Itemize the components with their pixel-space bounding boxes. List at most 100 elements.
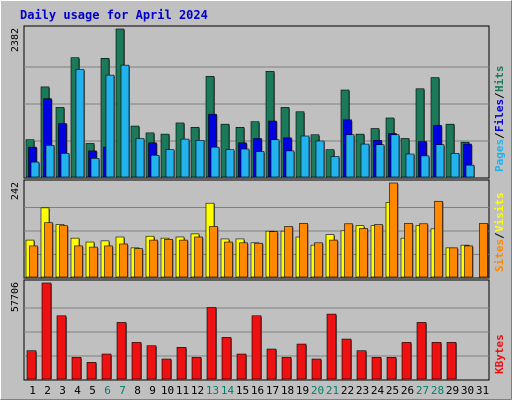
- x-tick-day-1: 1: [29, 384, 36, 397]
- bar-kbytes-day-15: [236, 353, 247, 380]
- x-tick-day-9: 9: [149, 384, 156, 397]
- x-tick-day-22: 22: [341, 384, 354, 397]
- x-tick-day-4: 4: [74, 384, 81, 397]
- legend-files: Files: [493, 99, 506, 132]
- bar-sites-day-29: [449, 247, 459, 278]
- bar-pages-day-1: [30, 161, 40, 178]
- x-tick-day-8: 8: [134, 384, 141, 397]
- bar-kbytes-day-5: [86, 362, 97, 380]
- bar-sites-day-17: [269, 231, 279, 278]
- bar-pages-day-7: [120, 64, 130, 178]
- bar-sites-day-11: [179, 239, 189, 278]
- bar-sites-day-2: [44, 222, 54, 278]
- x-tick-day-5: 5: [89, 384, 96, 397]
- bar-sites-day-16: [254, 242, 264, 278]
- bar-kbytes-day-11: [176, 347, 187, 380]
- bar-pages-day-11: [180, 138, 190, 178]
- bar-kbytes-day-29: [446, 342, 457, 380]
- x-tick-day-11: 11: [176, 384, 189, 397]
- x-tick-day-13: 13: [206, 384, 219, 397]
- bar-pages-day-16: [255, 151, 265, 178]
- bar-kbytes-day-6: [101, 353, 112, 380]
- bar-kbytes-day-10: [161, 358, 172, 380]
- bar-sites-day-14: [224, 241, 234, 278]
- bar-kbytes-day-14: [221, 337, 232, 380]
- legend-pages: Pages: [493, 139, 506, 172]
- bar-kbytes-day-7: [116, 322, 127, 380]
- x-tick-day-3: 3: [59, 384, 66, 397]
- x-tick-day-10: 10: [161, 384, 174, 397]
- bar-pages-day-30: [465, 164, 475, 178]
- bar-sites-day-23: [359, 228, 369, 278]
- bar-kbytes-day-20: [311, 358, 322, 380]
- bar-kbytes-day-27: [416, 322, 427, 380]
- bar-pages-day-28: [435, 144, 445, 178]
- bar-pages-day-10: [165, 149, 175, 178]
- bar-pages-day-18: [285, 150, 295, 178]
- x-tick-day-24: 24: [371, 384, 385, 397]
- y-max-label: 57706: [10, 282, 21, 312]
- bar-pages-day-25: [390, 134, 400, 178]
- x-tick-day-25: 25: [386, 384, 399, 397]
- bar-kbytes-day-28: [431, 342, 442, 380]
- bar-sites-day-31: [479, 223, 489, 278]
- x-tick-day-14: 14: [221, 384, 235, 397]
- bar-sites-day-10: [164, 239, 174, 278]
- bar-pages-day-4: [75, 69, 85, 178]
- bar-kbytes-day-17: [266, 348, 277, 380]
- bar-pages-day-17: [270, 139, 280, 178]
- bar-hits-day-29: [445, 123, 455, 178]
- legend-separator: /: [493, 232, 506, 239]
- bar-sites-day-8: [134, 248, 144, 278]
- bar-pages-day-13: [210, 146, 220, 178]
- x-tick-day-17: 17: [266, 384, 279, 397]
- bar-pages-day-8: [135, 138, 145, 178]
- bar-sites-day-9: [149, 239, 159, 278]
- legend-visits: Visits: [493, 192, 506, 232]
- bar-sites-day-21: [329, 239, 339, 278]
- bar-kbytes-day-16: [251, 315, 262, 380]
- bar-kbytes-day-25: [386, 357, 397, 380]
- bar-kbytes-day-24: [371, 357, 382, 380]
- bar-pages-day-19: [300, 135, 310, 178]
- bar-pages-day-26: [405, 153, 415, 178]
- bar-sites-day-7: [119, 243, 129, 278]
- bar-sites-day-26: [404, 223, 414, 278]
- bar-kbytes-day-19: [296, 343, 307, 380]
- bar-sites-day-13: [209, 226, 219, 278]
- x-tick-day-28: 28: [431, 384, 444, 397]
- x-tick-day-29: 29: [446, 384, 459, 397]
- y-max-label: 2382: [10, 28, 21, 52]
- x-tick-day-16: 16: [251, 384, 264, 397]
- bar-kbytes-day-26: [401, 342, 412, 380]
- y-max-label: 242: [10, 182, 21, 200]
- bar-pages-day-24: [375, 144, 385, 178]
- bar-kbytes-day-1: [26, 350, 37, 380]
- bar-pages-day-21: [330, 156, 340, 178]
- bar-sites-day-20: [314, 242, 324, 278]
- x-tick-day-30: 30: [461, 384, 474, 397]
- bar-pages-day-5: [90, 158, 100, 178]
- bar-sites-day-5: [89, 246, 99, 278]
- x-tick-day-18: 18: [281, 384, 294, 397]
- bar-kbytes-day-13: [206, 307, 217, 380]
- bar-kbytes-day-22: [341, 338, 352, 380]
- bar-sites-day-30: [464, 245, 474, 278]
- bar-sites-day-28: [434, 200, 444, 278]
- bar-pages-day-27: [420, 155, 430, 178]
- x-tick-day-7: 7: [119, 384, 126, 397]
- bar-sites-day-25: [389, 182, 399, 278]
- x-tick-day-6: 6: [104, 384, 111, 397]
- bar-pages-day-23: [360, 143, 370, 178]
- bar-sites-day-1: [29, 245, 39, 278]
- bar-kbytes-day-23: [356, 350, 367, 380]
- x-tick-day-20: 20: [311, 384, 324, 397]
- x-tick-day-31: 31: [476, 384, 489, 397]
- bar-sites-day-3: [59, 225, 69, 278]
- bar-pages-day-20: [315, 140, 325, 178]
- bar-kbytes-day-8: [131, 342, 142, 380]
- bar-pages-day-6: [105, 74, 115, 178]
- x-tick-day-2: 2: [44, 384, 51, 397]
